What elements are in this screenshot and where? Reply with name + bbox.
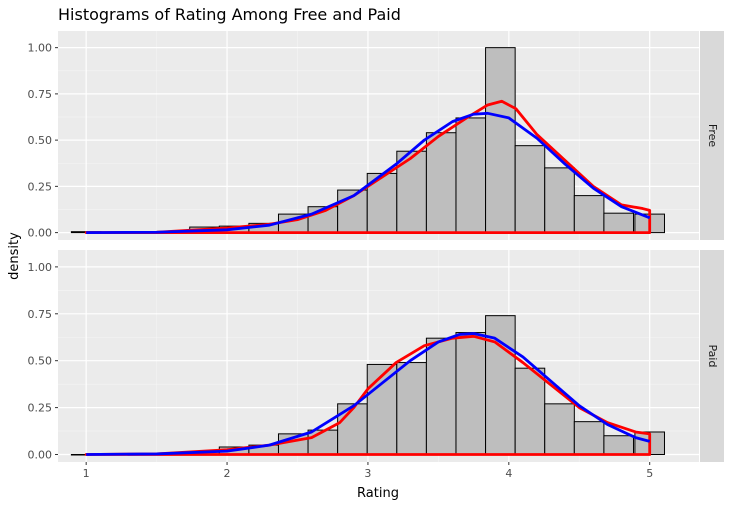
x-tick-label: 4 <box>505 467 512 480</box>
histogram-bars <box>70 315 665 456</box>
x-tick-label: 2 <box>224 467 231 480</box>
y-tick-label: 0.00 <box>28 227 53 240</box>
x-tick-label: 5 <box>646 467 653 480</box>
histogram-bar <box>544 403 575 455</box>
strip-label-free: Free <box>706 124 719 148</box>
histogram-bar <box>603 212 634 234</box>
histogram-bar <box>455 332 487 455</box>
histogram-bar <box>455 117 487 234</box>
x-tick-label: 3 <box>364 467 371 480</box>
histogram-bar <box>396 362 427 455</box>
histogram-bar <box>366 363 398 455</box>
y-axis-ticks: 0.00 0.25 0.50 0.75 1.00 <box>28 261 58 461</box>
y-axis-ticks: 0.00 0.25 0.50 0.75 1.00 <box>28 42 58 240</box>
y-tick-label: 0.50 <box>28 355 53 368</box>
histogram-bar <box>425 132 457 234</box>
y-tick-label: 0.25 <box>28 180 53 193</box>
normal-curve <box>86 111 651 235</box>
chart-title: Histograms of Rating Among Free and Paid <box>58 5 401 24</box>
y-tick-label: 0.75 <box>28 88 53 101</box>
strip-label-paid: Paid <box>706 345 719 368</box>
strip-background <box>700 250 724 462</box>
x-axis-ticks: 1 2 3 4 5 <box>83 462 653 480</box>
histogram-bar <box>425 337 457 455</box>
y-tick-label: 1.00 <box>28 42 53 55</box>
facet-panel-paid: Paid 0.00 0.25 0.50 0.75 1.00 <box>28 250 724 462</box>
y-tick-label: 0.50 <box>28 134 53 147</box>
y-axis-title: density <box>7 232 22 280</box>
facet-panel-free: Free 0.00 0.25 0.50 0.75 1.00 <box>28 31 724 240</box>
x-tick-label: 1 <box>83 467 90 480</box>
histogram-bar <box>573 421 605 455</box>
histogram-bar <box>307 429 339 455</box>
y-tick-label: 0.75 <box>28 308 53 321</box>
histogram-bar <box>514 145 546 234</box>
x-axis-title: Rating <box>357 486 399 501</box>
y-tick-label: 1.00 <box>28 261 53 274</box>
histogram-bar <box>544 167 575 234</box>
histogram-bar <box>603 435 634 455</box>
normal-curve <box>86 332 651 456</box>
histogram-bar <box>573 195 605 234</box>
y-tick-label: 0.00 <box>28 448 53 461</box>
histogram-bar <box>514 367 546 455</box>
strip-background <box>700 31 724 240</box>
y-tick-label: 0.25 <box>28 402 53 415</box>
histogram-bar <box>485 47 516 234</box>
